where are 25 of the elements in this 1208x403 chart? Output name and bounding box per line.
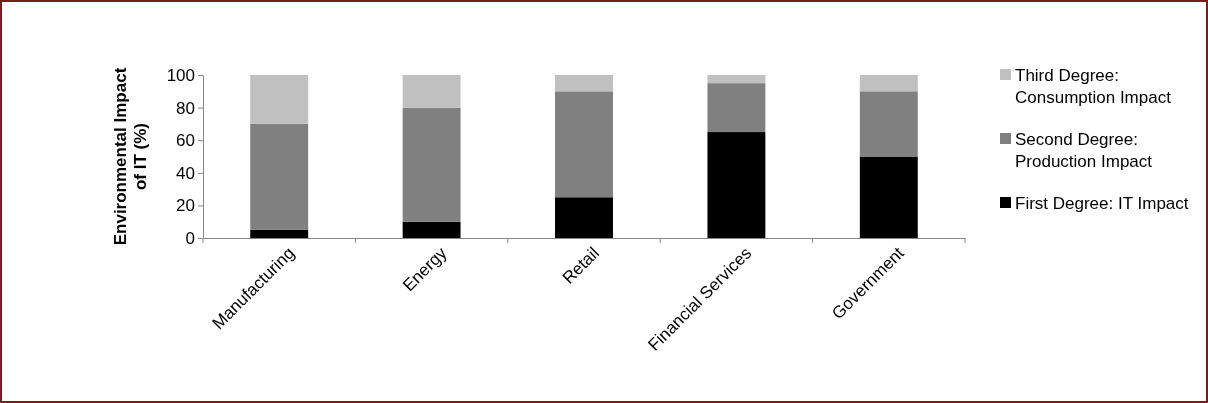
legend-label: Second Degree: Production Impact [1015,129,1153,172]
bar [555,91,613,198]
bar [859,156,918,238]
y-tick-label: 0 [185,228,195,248]
y-tick-label: 80 [176,98,195,118]
bar [555,197,613,238]
y-tick-label: 40 [176,163,195,183]
y-tick-label: 60 [176,131,195,151]
y-tick-label: 100 [166,65,195,85]
y-axis-title: Environmental Impact of IT (%) [111,67,150,246]
bar [402,221,461,238]
bar [859,75,918,92]
bar [250,229,309,238]
legend-label: First Degree: IT Impact [1015,193,1189,213]
bar [402,75,461,108]
bar [707,83,766,133]
bar [859,91,918,157]
bar [707,75,766,84]
legend-label: Third Degree: Consumption Impact [1015,65,1172,108]
bar [402,107,461,222]
y-tick-label: 20 [176,196,195,216]
bar [555,75,613,92]
bar [707,132,766,238]
bar [250,123,309,230]
bar [250,75,309,124]
